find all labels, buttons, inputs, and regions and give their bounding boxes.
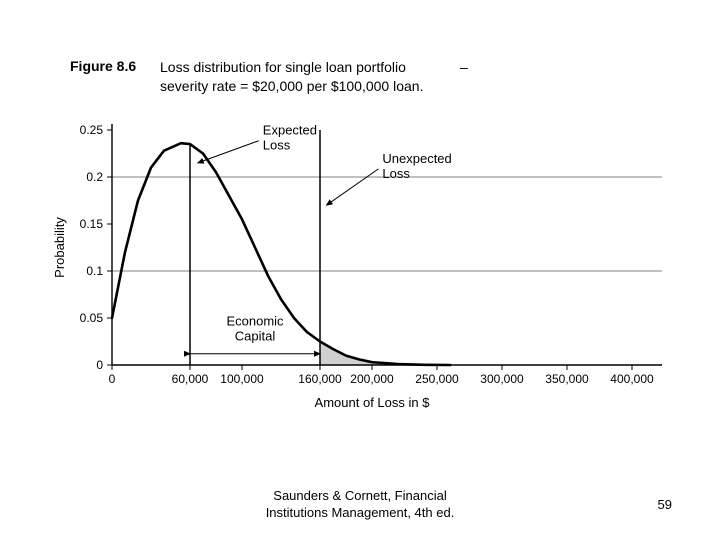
svg-text:Economic: Economic: [226, 314, 284, 329]
footer-line2: Institutions Management, 4th ed.: [266, 505, 455, 520]
svg-text:Unexpected: Unexpected: [382, 151, 451, 166]
svg-text:300,000: 300,000: [480, 372, 524, 386]
svg-text:400,000: 400,000: [610, 372, 654, 386]
svg-text:0.25: 0.25: [80, 123, 104, 137]
footer-line1: Saunders & Cornett, Financial: [273, 488, 446, 503]
svg-text:100,000: 100,000: [220, 372, 264, 386]
svg-text:200,000: 200,000: [350, 372, 394, 386]
svg-text:0.2: 0.2: [86, 170, 103, 184]
svg-text:60,000: 60,000: [172, 372, 209, 386]
svg-text:160,000: 160,000: [298, 372, 342, 386]
svg-text:0.05: 0.05: [80, 311, 104, 325]
svg-text:0.1: 0.1: [86, 264, 103, 278]
svg-text:Amount of Loss in $: Amount of Loss in $: [315, 395, 431, 410]
page-number: 59: [658, 497, 672, 512]
svg-text:350,000: 350,000: [545, 372, 589, 386]
loss-distribution-chart: 0 0.05 0.1 0.15 0.2 0.25 0 60,000 100,000 160,000…: [0, 0, 720, 440]
svg-text:0: 0: [109, 372, 116, 386]
slide: { "figure": { "label": "Figure 8.6", "ca…: [0, 0, 720, 540]
svg-text:Loss: Loss: [382, 166, 410, 181]
svg-text:Capital: Capital: [235, 329, 276, 344]
svg-text:250,000: 250,000: [415, 372, 459, 386]
svg-text:Loss: Loss: [263, 138, 291, 153]
svg-text:0: 0: [96, 358, 103, 372]
svg-text:Expected: Expected: [263, 123, 317, 138]
svg-text:Probability: Probability: [52, 217, 67, 278]
footer-citation: Saunders & Cornett, Financial Institutio…: [0, 488, 720, 522]
svg-text:0.15: 0.15: [80, 217, 104, 231]
